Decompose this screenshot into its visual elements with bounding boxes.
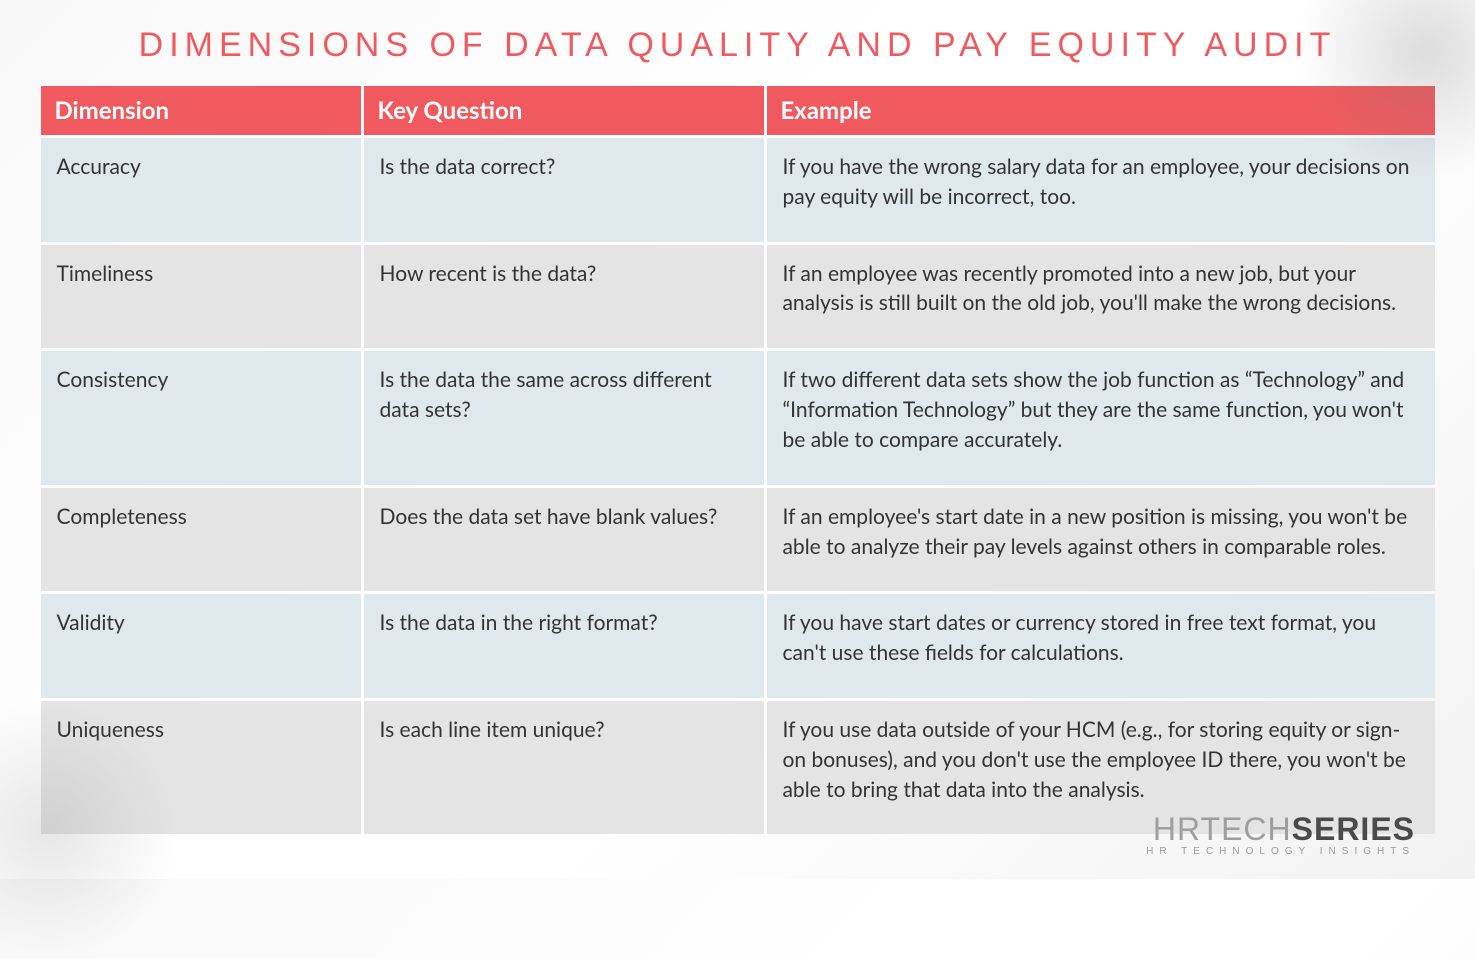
brand-logo-part2: SERIES: [1292, 811, 1415, 847]
cell-dimension: Accuracy: [41, 138, 361, 242]
brand-logo-sub: HR TECHNOLOGY INSIGHTS: [1146, 846, 1415, 857]
cell-dimension: Validity: [41, 594, 361, 698]
cell-example: If an employee was recently promoted int…: [767, 245, 1435, 349]
table-header-row: Dimension Key Question Example: [41, 86, 1435, 135]
cell-question: Is each line item unique?: [364, 701, 764, 834]
table-row: Accuracy Is the data correct? If you hav…: [41, 138, 1435, 242]
page-title: DIMENSIONS OF DATA QUALITY AND PAY EQUIT…: [0, 0, 1475, 83]
table-row: Validity Is the data in the right format…: [41, 594, 1435, 698]
cell-dimension: Completeness: [41, 488, 361, 592]
data-quality-table: Dimension Key Question Example Accuracy …: [38, 83, 1438, 837]
brand-logo-part1: HRTECH: [1153, 811, 1292, 847]
brand-logo: HRTECHSERIES HR TECHNOLOGY INSIGHTS: [1146, 811, 1415, 857]
cell-question: Does the data set have blank values?: [364, 488, 764, 592]
col-header-question: Key Question: [364, 86, 764, 135]
cell-example: If two different data sets show the job …: [767, 351, 1435, 484]
cell-question: Is the data in the right format?: [364, 594, 764, 698]
table-row: Timeliness How recent is the data? If an…: [41, 245, 1435, 349]
table-row: Completeness Does the data set have blan…: [41, 488, 1435, 592]
brand-logo-main: HRTECHSERIES: [1146, 811, 1415, 848]
cell-example: If you have the wrong salary data for an…: [767, 138, 1435, 242]
table-row: Consistency Is the data the same across …: [41, 351, 1435, 484]
col-header-example: Example: [767, 86, 1435, 135]
cell-dimension: Timeliness: [41, 245, 361, 349]
cell-example: If an employee's start date in a new pos…: [767, 488, 1435, 592]
cell-example: If you have start dates or currency stor…: [767, 594, 1435, 698]
cell-dimension: Uniqueness: [41, 701, 361, 834]
cell-dimension: Consistency: [41, 351, 361, 484]
col-header-dimension: Dimension: [41, 86, 361, 135]
cell-question: Is the data the same across different da…: [364, 351, 764, 484]
cell-question: Is the data correct?: [364, 138, 764, 242]
data-quality-table-wrap: Dimension Key Question Example Accuracy …: [38, 83, 1438, 837]
cell-question: How recent is the data?: [364, 245, 764, 349]
